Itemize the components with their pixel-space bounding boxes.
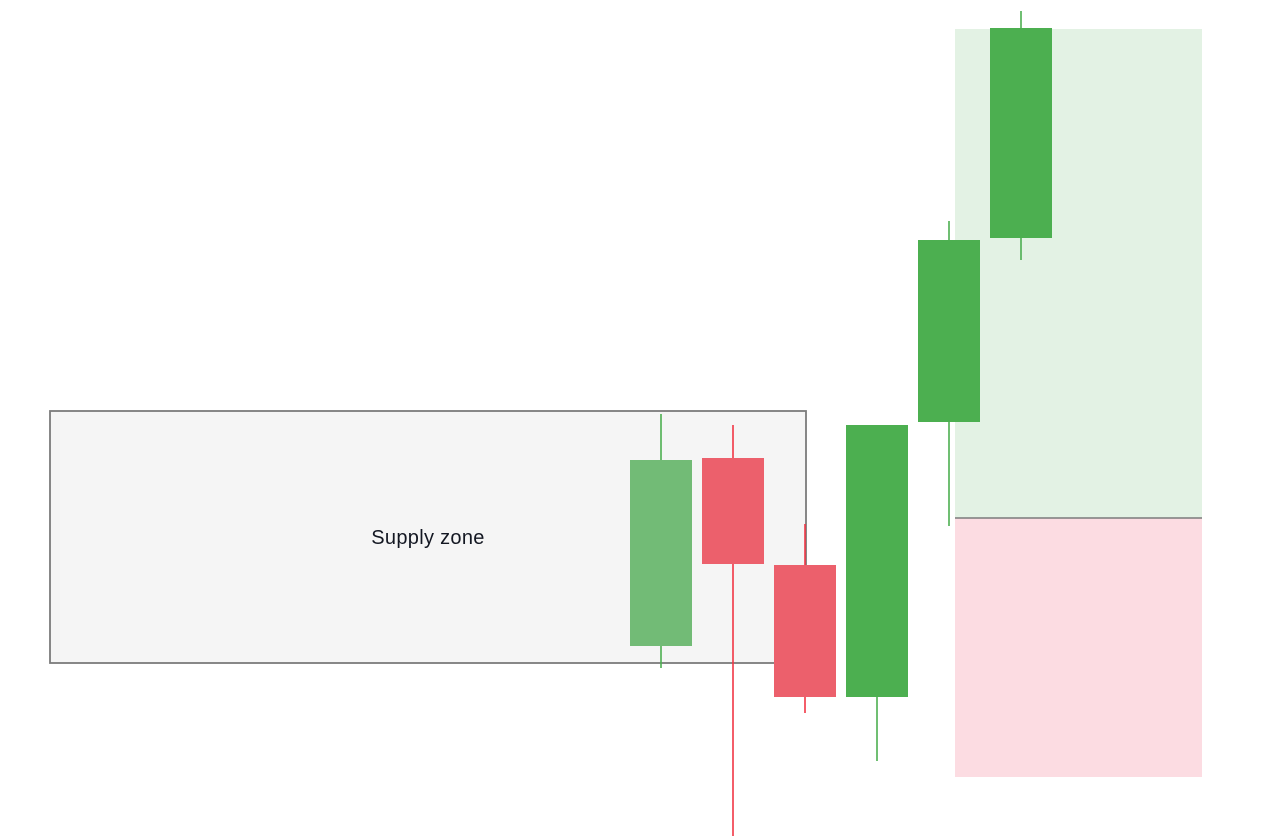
bullish-candle-body (918, 240, 980, 422)
candle (774, 524, 836, 713)
candle (918, 221, 980, 526)
candle (702, 425, 764, 836)
candle (990, 11, 1052, 260)
long-position-tool[interactable] (955, 29, 1202, 777)
bullish-candle-body (630, 460, 692, 646)
zone-labels-layer: Supply zone (371, 527, 484, 549)
candle (630, 414, 692, 668)
stop-loss-area[interactable] (955, 518, 1202, 777)
bearish-candle-body (702, 458, 764, 564)
candle (846, 425, 908, 761)
bearish-candle-body (774, 565, 836, 697)
bullish-candle-body (846, 425, 908, 697)
supply-zone-label: Supply zone (371, 527, 484, 549)
bullish-candle-body (990, 28, 1052, 238)
candles-layer (630, 11, 1052, 836)
